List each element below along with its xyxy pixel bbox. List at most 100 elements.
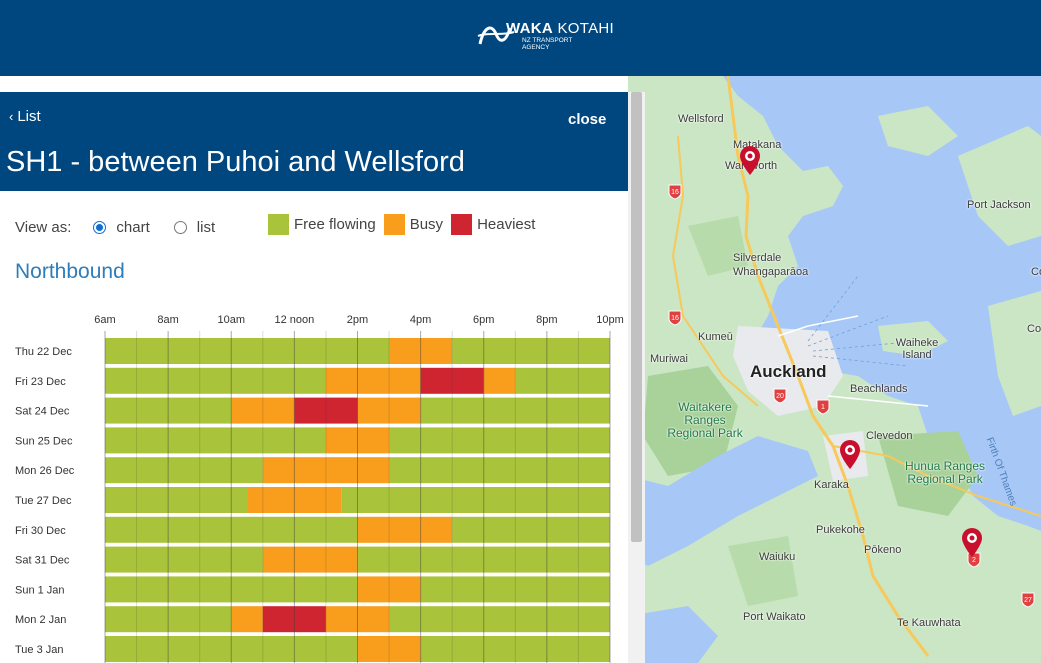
x-tick-label: 10am (217, 314, 245, 326)
traffic-segment (389, 606, 610, 633)
traffic-segment (325, 427, 390, 454)
waka-kotahi-logo[interactable]: WAKA KOTAHI NZ TRANSPORT AGENCY (476, 18, 626, 54)
map-label-muriwai: Muriwai (650, 353, 688, 365)
traffic-segment (105, 338, 390, 364)
svg-text:1: 1 (821, 404, 825, 411)
traffic-segment (105, 576, 358, 603)
legend-item-heaviest: Heaviest (451, 214, 535, 235)
traffic-segment (231, 397, 295, 424)
legend-item-busy: Busy (383, 214, 444, 235)
traffic-segment (420, 397, 610, 424)
legend-label-free: Free flowing (294, 216, 376, 233)
view-chart-radio[interactable] (93, 220, 107, 234)
traffic-segment (105, 516, 358, 543)
traffic-segment (105, 487, 248, 513)
legend-swatch-heaviest (451, 214, 473, 235)
traffic-segment (357, 516, 453, 543)
day-row-label: Sat 24 Dec (15, 406, 70, 418)
back-to-list-link[interactable]: ‹ List (9, 108, 41, 125)
back-link-label: List (17, 108, 41, 125)
day-row-label: Thu 22 Dec (15, 346, 72, 358)
panel-scroll-thumb[interactable] (631, 92, 642, 542)
map-label-clevedon: Clevedon (866, 430, 913, 442)
traffic-segment (262, 606, 326, 633)
day-row-label: Fri 23 Dec (15, 376, 66, 388)
traffic-segment (420, 636, 610, 662)
legend-label-busy: Busy (409, 216, 444, 233)
map-pin-pokeno-icon[interactable] (960, 526, 984, 558)
map-label-port-jackson: Port Jackson (967, 199, 1031, 211)
map-label-waiheke: Waiheke Island (895, 337, 939, 361)
map-label-beachlands: Beachlands (850, 383, 908, 395)
traffic-segment (105, 606, 232, 633)
traffic-segment (262, 546, 358, 573)
close-button[interactable]: close (568, 111, 607, 128)
traffic-segment (452, 516, 610, 543)
x-tick-label: 4pm (410, 314, 431, 326)
logo-wave-icon (477, 26, 515, 45)
legend-label-heaviest: Heaviest (477, 216, 536, 233)
map-canvas[interactable] (628, 76, 1041, 663)
x-tick-label: 10pm (596, 314, 624, 326)
view-list-radio[interactable] (173, 220, 187, 234)
day-row-label: Tue 27 Dec (15, 495, 72, 507)
traffic-segment (325, 606, 390, 633)
route-shield-27: 27 (1021, 592, 1035, 608)
x-tick-label: 12 noon (274, 314, 314, 326)
panel-header: ‹ List close SH1 - between Puhoi and Well… (0, 92, 628, 191)
svg-text:20: 20 (776, 393, 784, 400)
traffic-chart: 6am 8am 10am 12 noon 2pm 4pm 6pm 8pm 10pm Thu 22 … (0, 307, 628, 663)
map-pin-warkworth-icon[interactable] (738, 144, 762, 176)
day-row-label: Tue 3 Jan (15, 644, 64, 656)
site-header: WAKA KOTAHI NZ TRANSPORT AGENCY (0, 0, 1041, 76)
direction-heading: Northbound (15, 260, 125, 283)
traffic-segment (357, 636, 421, 662)
map-label-whangaparaoa: Whangaparāoa (733, 266, 809, 278)
view-as-label: View as: (15, 218, 72, 236)
traffic-segment (420, 576, 610, 603)
route-shield-2: 2 (967, 552, 981, 568)
day-row-label: Mon 26 Dec (15, 465, 75, 477)
traffic-segment (357, 576, 421, 603)
day-row-label: Sat 31 Dec (15, 555, 70, 567)
panel-scrollbar[interactable] (628, 92, 645, 663)
traffic-segment (452, 338, 610, 364)
route-shield-16-north: 16 (668, 184, 682, 200)
route-shield-1: 1 (816, 399, 830, 415)
day-row-label: Sun 1 Jan (15, 584, 65, 596)
traffic-segment (105, 397, 232, 424)
day-row-label: Sun 25 Dec (15, 435, 73, 447)
map-label-kumeu: Kumeū (698, 331, 733, 343)
traffic-segment (105, 636, 358, 662)
view-chart-label[interactable]: chart (116, 218, 150, 236)
legend-item-free: Free flowing (268, 214, 376, 235)
traffic-segment (389, 457, 610, 484)
traffic-segment (247, 487, 342, 513)
traffic-segment (515, 367, 610, 394)
map-label-pokeno: Pōkeno (864, 544, 902, 556)
view-toggle: View as: chart list (15, 217, 239, 237)
traffic-segment (231, 606, 263, 633)
traffic-heatmap: 6am 8am 10am 12 noon 2pm 4pm 6pm 8pm 10pm Thu 22 … (15, 314, 624, 663)
chevron-left-icon: ‹ (9, 109, 14, 124)
traffic-segment (389, 427, 610, 454)
traffic-segment (341, 487, 610, 513)
traffic-segment (357, 397, 421, 424)
x-tick-label: 2pm (347, 314, 368, 326)
x-tick-label: 8am (157, 314, 178, 326)
traffic-segment (325, 367, 421, 394)
x-tick-label: 6pm (473, 314, 494, 326)
map-label-wellsford: Wellsford (678, 113, 724, 125)
map-view[interactable]: Wellsford Matakana Warkworth Port Jackso… (628, 76, 1041, 663)
svg-text:16: 16 (671, 315, 679, 322)
map-label-auckland: Auckland (750, 362, 827, 381)
map-label-partial-1: Co (1031, 266, 1041, 278)
traffic-segment (483, 367, 516, 394)
page-title: SH1 - between Puhoi and Wellsford (6, 146, 465, 178)
day-row-label: Fri 30 Dec (15, 525, 66, 537)
map-pin-karaka-icon[interactable] (838, 438, 862, 470)
view-list-label[interactable]: list (196, 218, 216, 236)
map-label-hunua: Hunua Ranges Regional Park (904, 459, 986, 486)
map-label-pukekohe: Pukekohe (816, 524, 865, 536)
traffic-segment (262, 457, 390, 484)
